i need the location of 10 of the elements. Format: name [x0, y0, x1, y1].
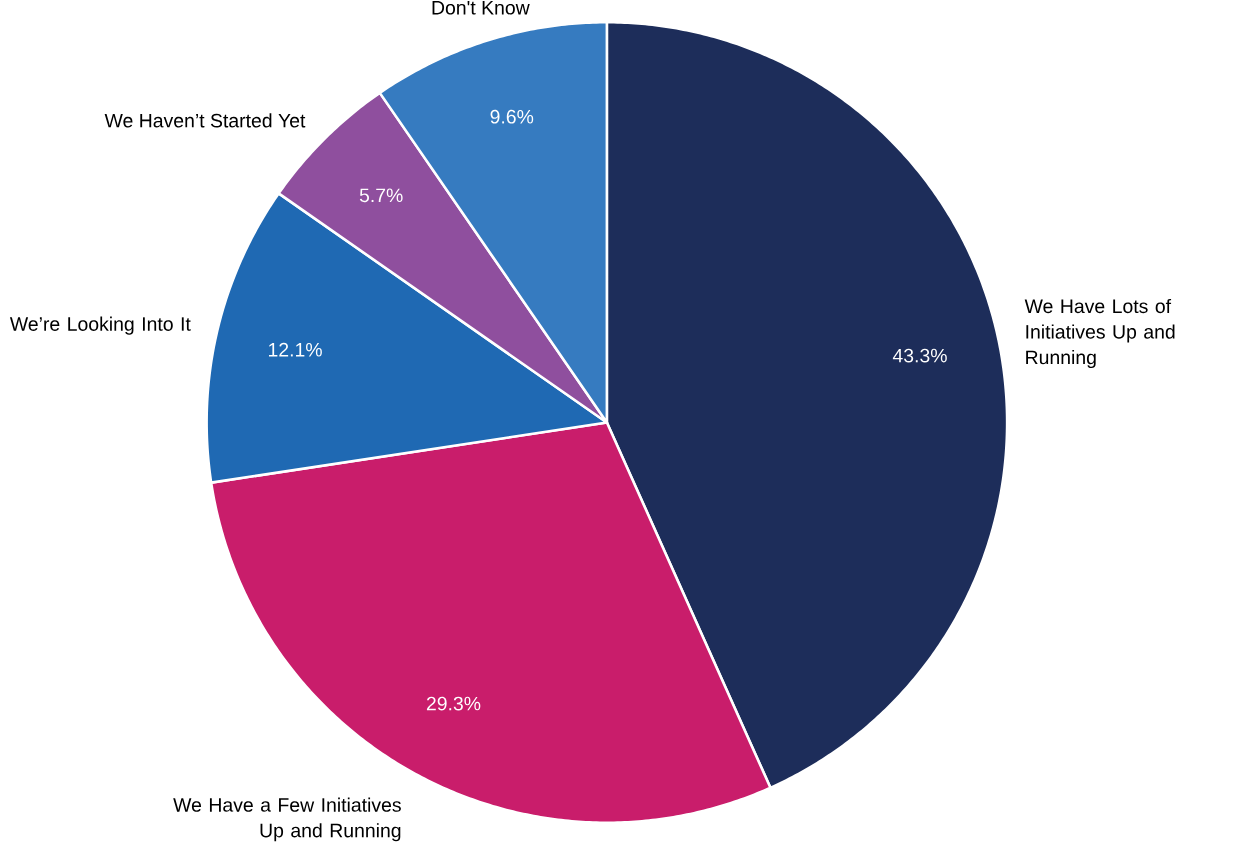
slice-label: We Have Lots of Initiatives Up and Running	[1024, 298, 1175, 368]
data-label: 12.1%	[268, 342, 322, 357]
data-label: 9.6%	[490, 109, 534, 124]
slice-label: We Haven’t Started Yet	[104, 113, 306, 128]
slice-label: We Have a Few Initiatives Up and Running	[173, 797, 401, 842]
slice-label: Don't Know	[432, 0, 530, 15]
data-label: 5.7%	[359, 188, 403, 203]
data-label: 29.3%	[426, 696, 481, 711]
data-label: 43.3%	[892, 348, 947, 363]
slice-label: We’re Looking Into It	[9, 316, 191, 335]
